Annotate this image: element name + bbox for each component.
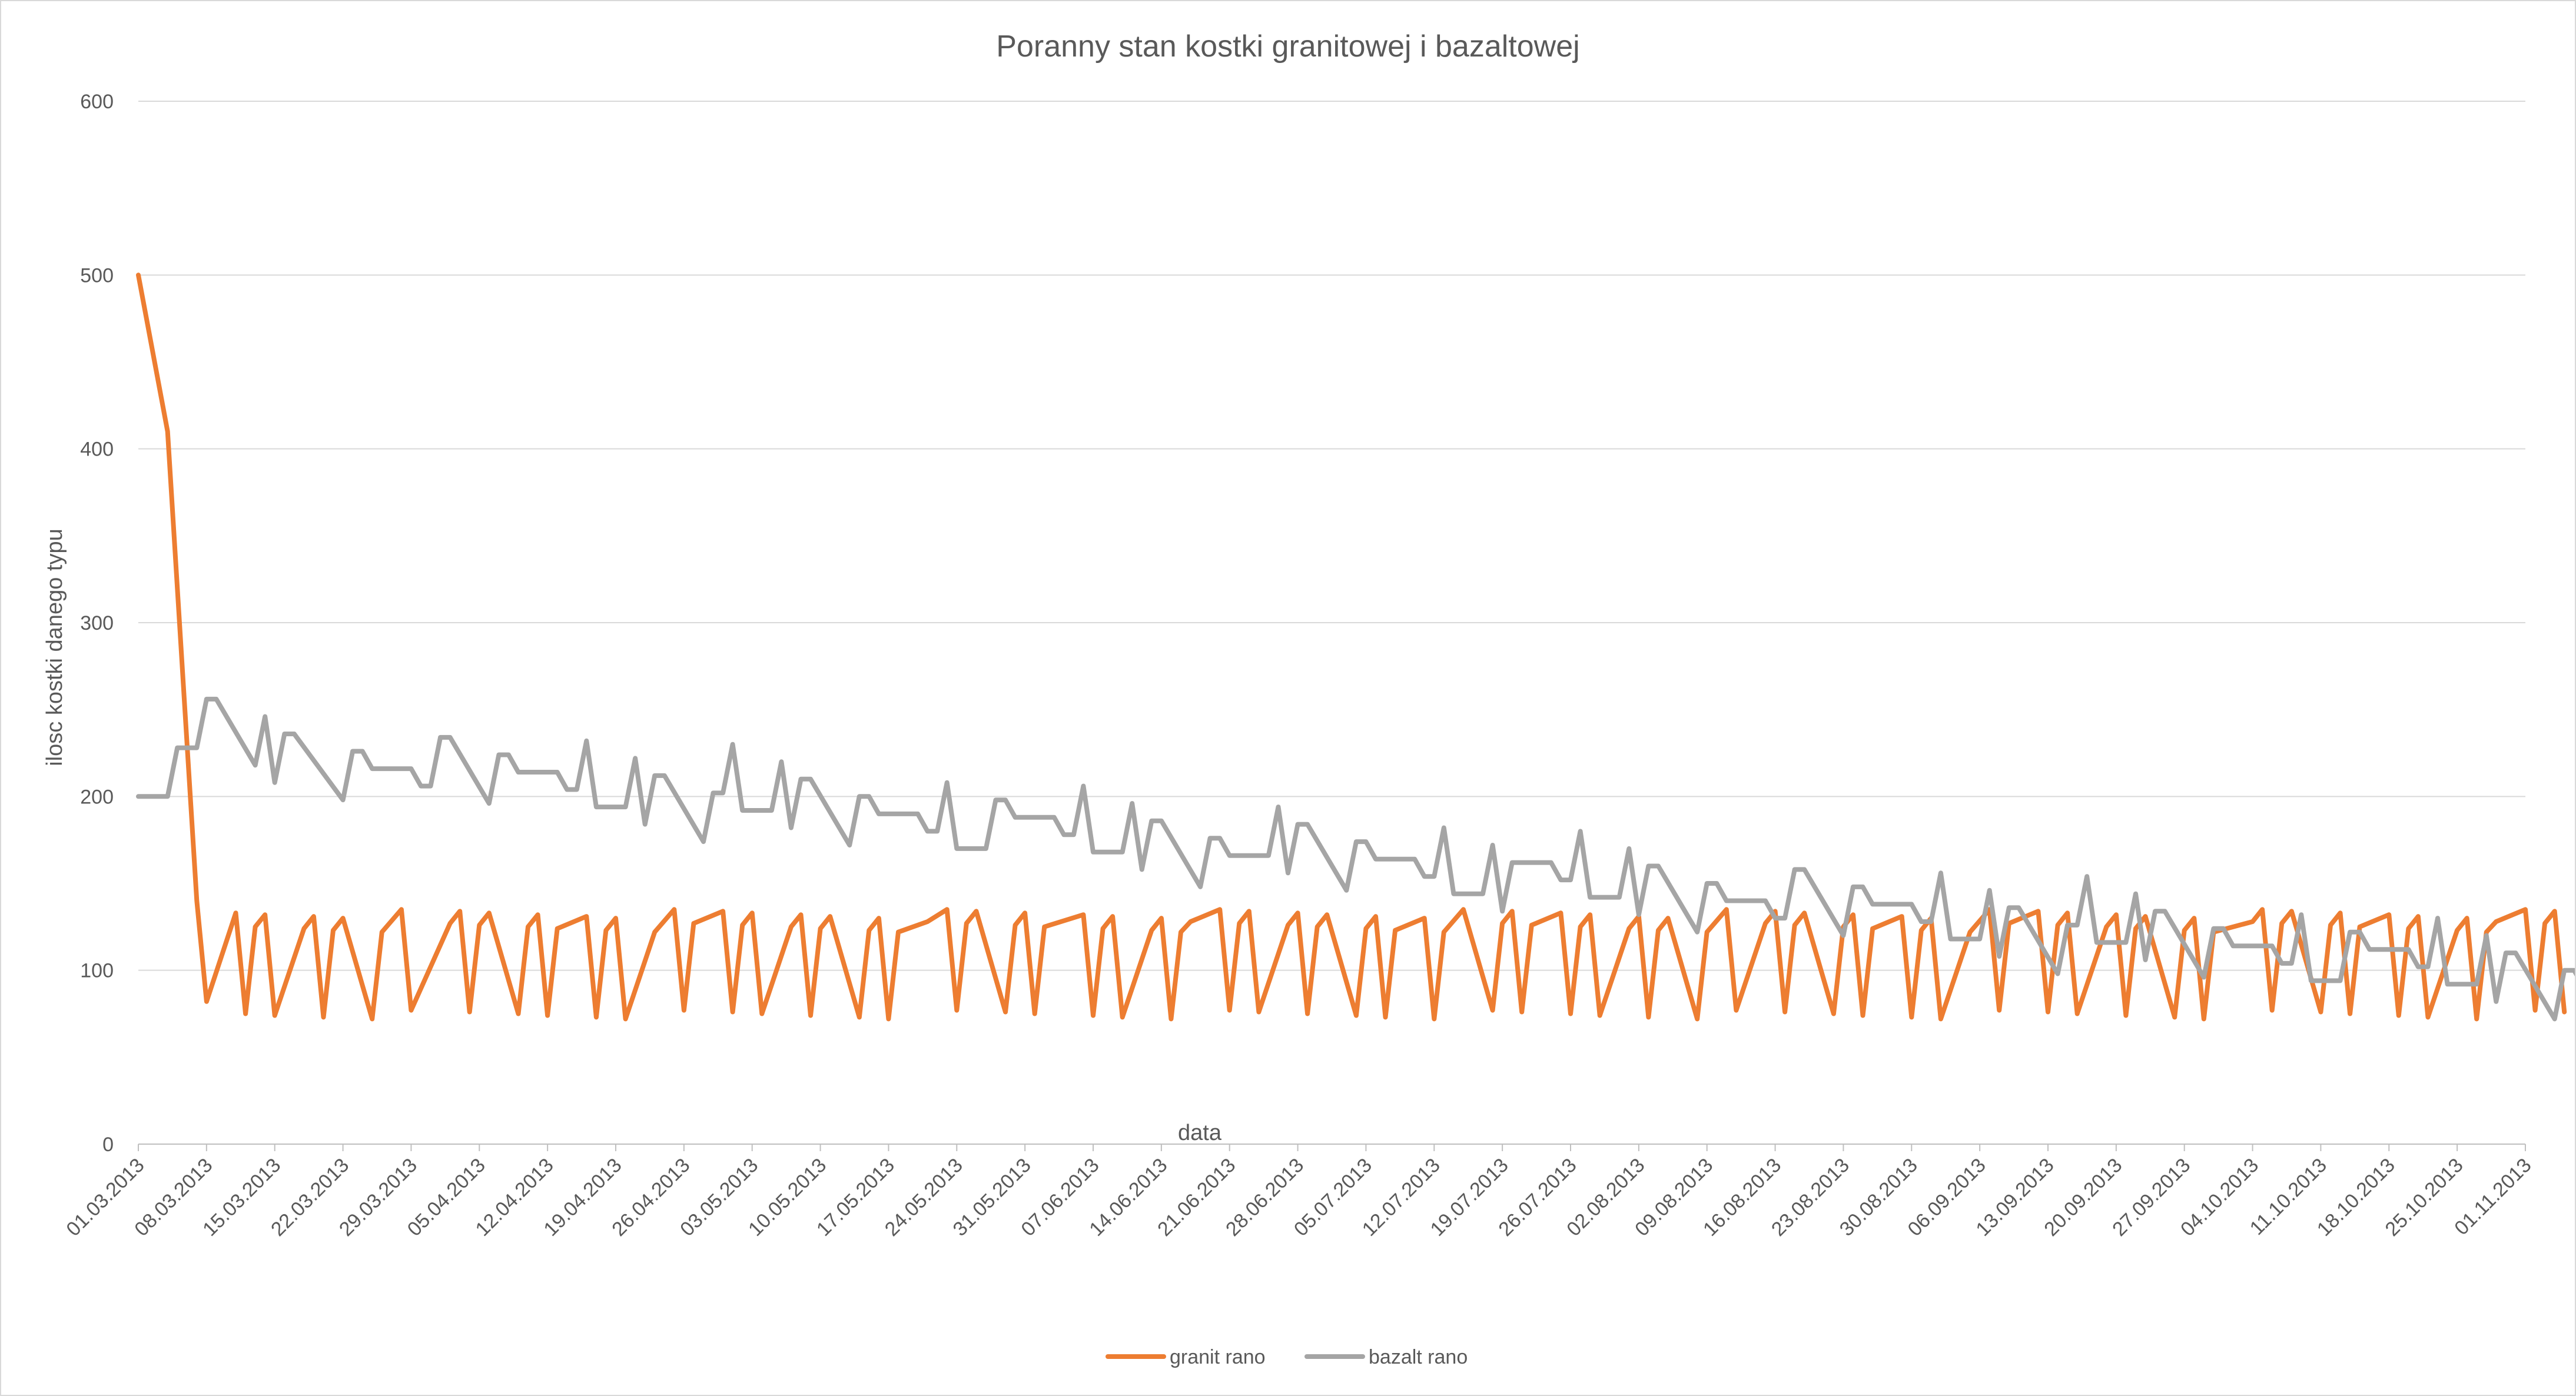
y-tick-label: 200 xyxy=(80,786,114,808)
series-lines xyxy=(136,272,2575,1022)
y-tick-label: 400 xyxy=(80,438,114,461)
y-tick-label: 600 xyxy=(80,91,114,113)
y-tick-label: 100 xyxy=(80,960,114,982)
x-axis-title: data xyxy=(1178,1121,1222,1145)
y-tick-label: 500 xyxy=(80,264,114,287)
legend-label: bazalt rano xyxy=(1369,1346,1468,1368)
series-line-bazalt-rano xyxy=(136,696,2575,1022)
legend: granit rano bazalt rano xyxy=(1106,1346,1468,1368)
y-tick-label: 300 xyxy=(80,612,114,634)
legend-label: granit rano xyxy=(1170,1346,1266,1368)
gridlines xyxy=(138,101,2525,1145)
chart-title: Poranny stan kostki granitowej i bazalto… xyxy=(996,29,1579,64)
y-tick-label: 0 xyxy=(102,1134,114,1156)
series-line-granit-rano xyxy=(136,272,2567,1022)
x-axis-ticks: 01.03.201308.03.201315.03.201322.03.2013… xyxy=(62,1144,2536,1241)
y-axis-ticks: 0 100 200 300 400 500 600 xyxy=(80,91,114,1156)
y-axis-title: ilosc kostki danego typu xyxy=(42,529,67,766)
